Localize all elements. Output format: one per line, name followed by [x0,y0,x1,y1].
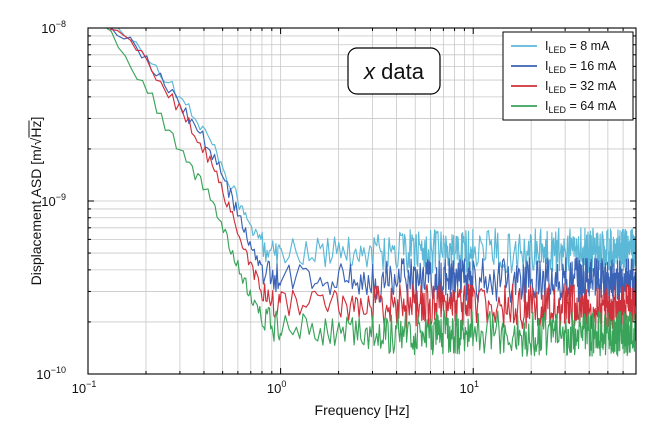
legend-item: ILED = 32 mA [511,79,617,95]
series-lines [105,28,636,357]
y-axis-title-group: Displacement ASD [m/√Hz] [28,117,44,286]
legend-label-rest: = 8 mA [566,39,610,53]
legend-item: ILED = 8 mA [511,39,610,55]
y-axis-title-root: √ [28,137,44,145]
legend-label-main: I [545,99,548,113]
y-axis-title: Displacement ASD [m/√Hz] [28,117,44,286]
tick-label-exponent: −10 [51,365,66,375]
y-axis-title-main: Displacement ASD [m/ [28,145,44,285]
tick-label: 10−10 [36,365,66,382]
tick-label: 10−9 [41,192,66,209]
legend-label-main: I [545,39,548,53]
legend-label-sub: LED [548,105,566,115]
series-line [105,28,636,357]
legend-label-sub: LED [548,85,566,95]
tick-label: 100 [267,379,286,396]
annotation-rest: data [375,59,425,84]
tick-label: 101 [459,379,478,396]
x-tick-labels: 10−1 100 101 [72,379,479,396]
tick-label-exponent: 1 [474,379,479,389]
legend-label: ILED = 8 mA [545,39,610,55]
tick-label: 10−8 [41,19,66,36]
tick-label-exponent: −1 [86,379,96,389]
tick-label-exponent: −9 [56,192,66,202]
x-axis-title: Frequency [Hz] [315,402,410,418]
tick-label-base: 10 [72,381,86,396]
tick-label-base: 10 [41,194,55,209]
series-line [109,28,636,330]
annotation-box [347,47,441,95]
series-line [110,28,636,304]
tick-label-base: 10 [267,381,281,396]
x-data-annotation: x data [347,47,441,95]
legend-label-sub: LED [548,65,566,75]
legend-label-main: I [545,59,548,73]
legend-label: ILED = 16 mA [545,59,617,75]
annotation-text: x data [363,59,425,84]
y-axis-title-radicand: Hz [28,121,44,138]
annotation-italic: x [363,59,376,84]
tick-label-exponent: 0 [281,379,286,389]
legend-label-rest: = 32 mA [566,79,617,93]
legend-label-rest: = 16 mA [566,59,617,73]
legend-item: ILED = 64 mA [511,99,617,115]
tick-label-base: 10 [41,21,55,36]
legend-label: ILED = 64 mA [545,99,617,115]
legend-label: ILED = 32 mA [545,79,617,95]
legend-label-main: I [545,79,548,93]
legend-label-rest: = 64 mA [566,99,617,113]
y-axis-title-close: ] [28,117,44,121]
tick-label-base: 10 [36,367,50,382]
legend-item: ILED = 16 mA [511,59,617,75]
tick-label-base: 10 [459,381,473,396]
axis-ticks [87,27,637,375]
tick-label-exponent: −8 [56,19,66,29]
tick-label: 10−1 [72,379,97,396]
legend-label-sub: LED [548,45,566,55]
